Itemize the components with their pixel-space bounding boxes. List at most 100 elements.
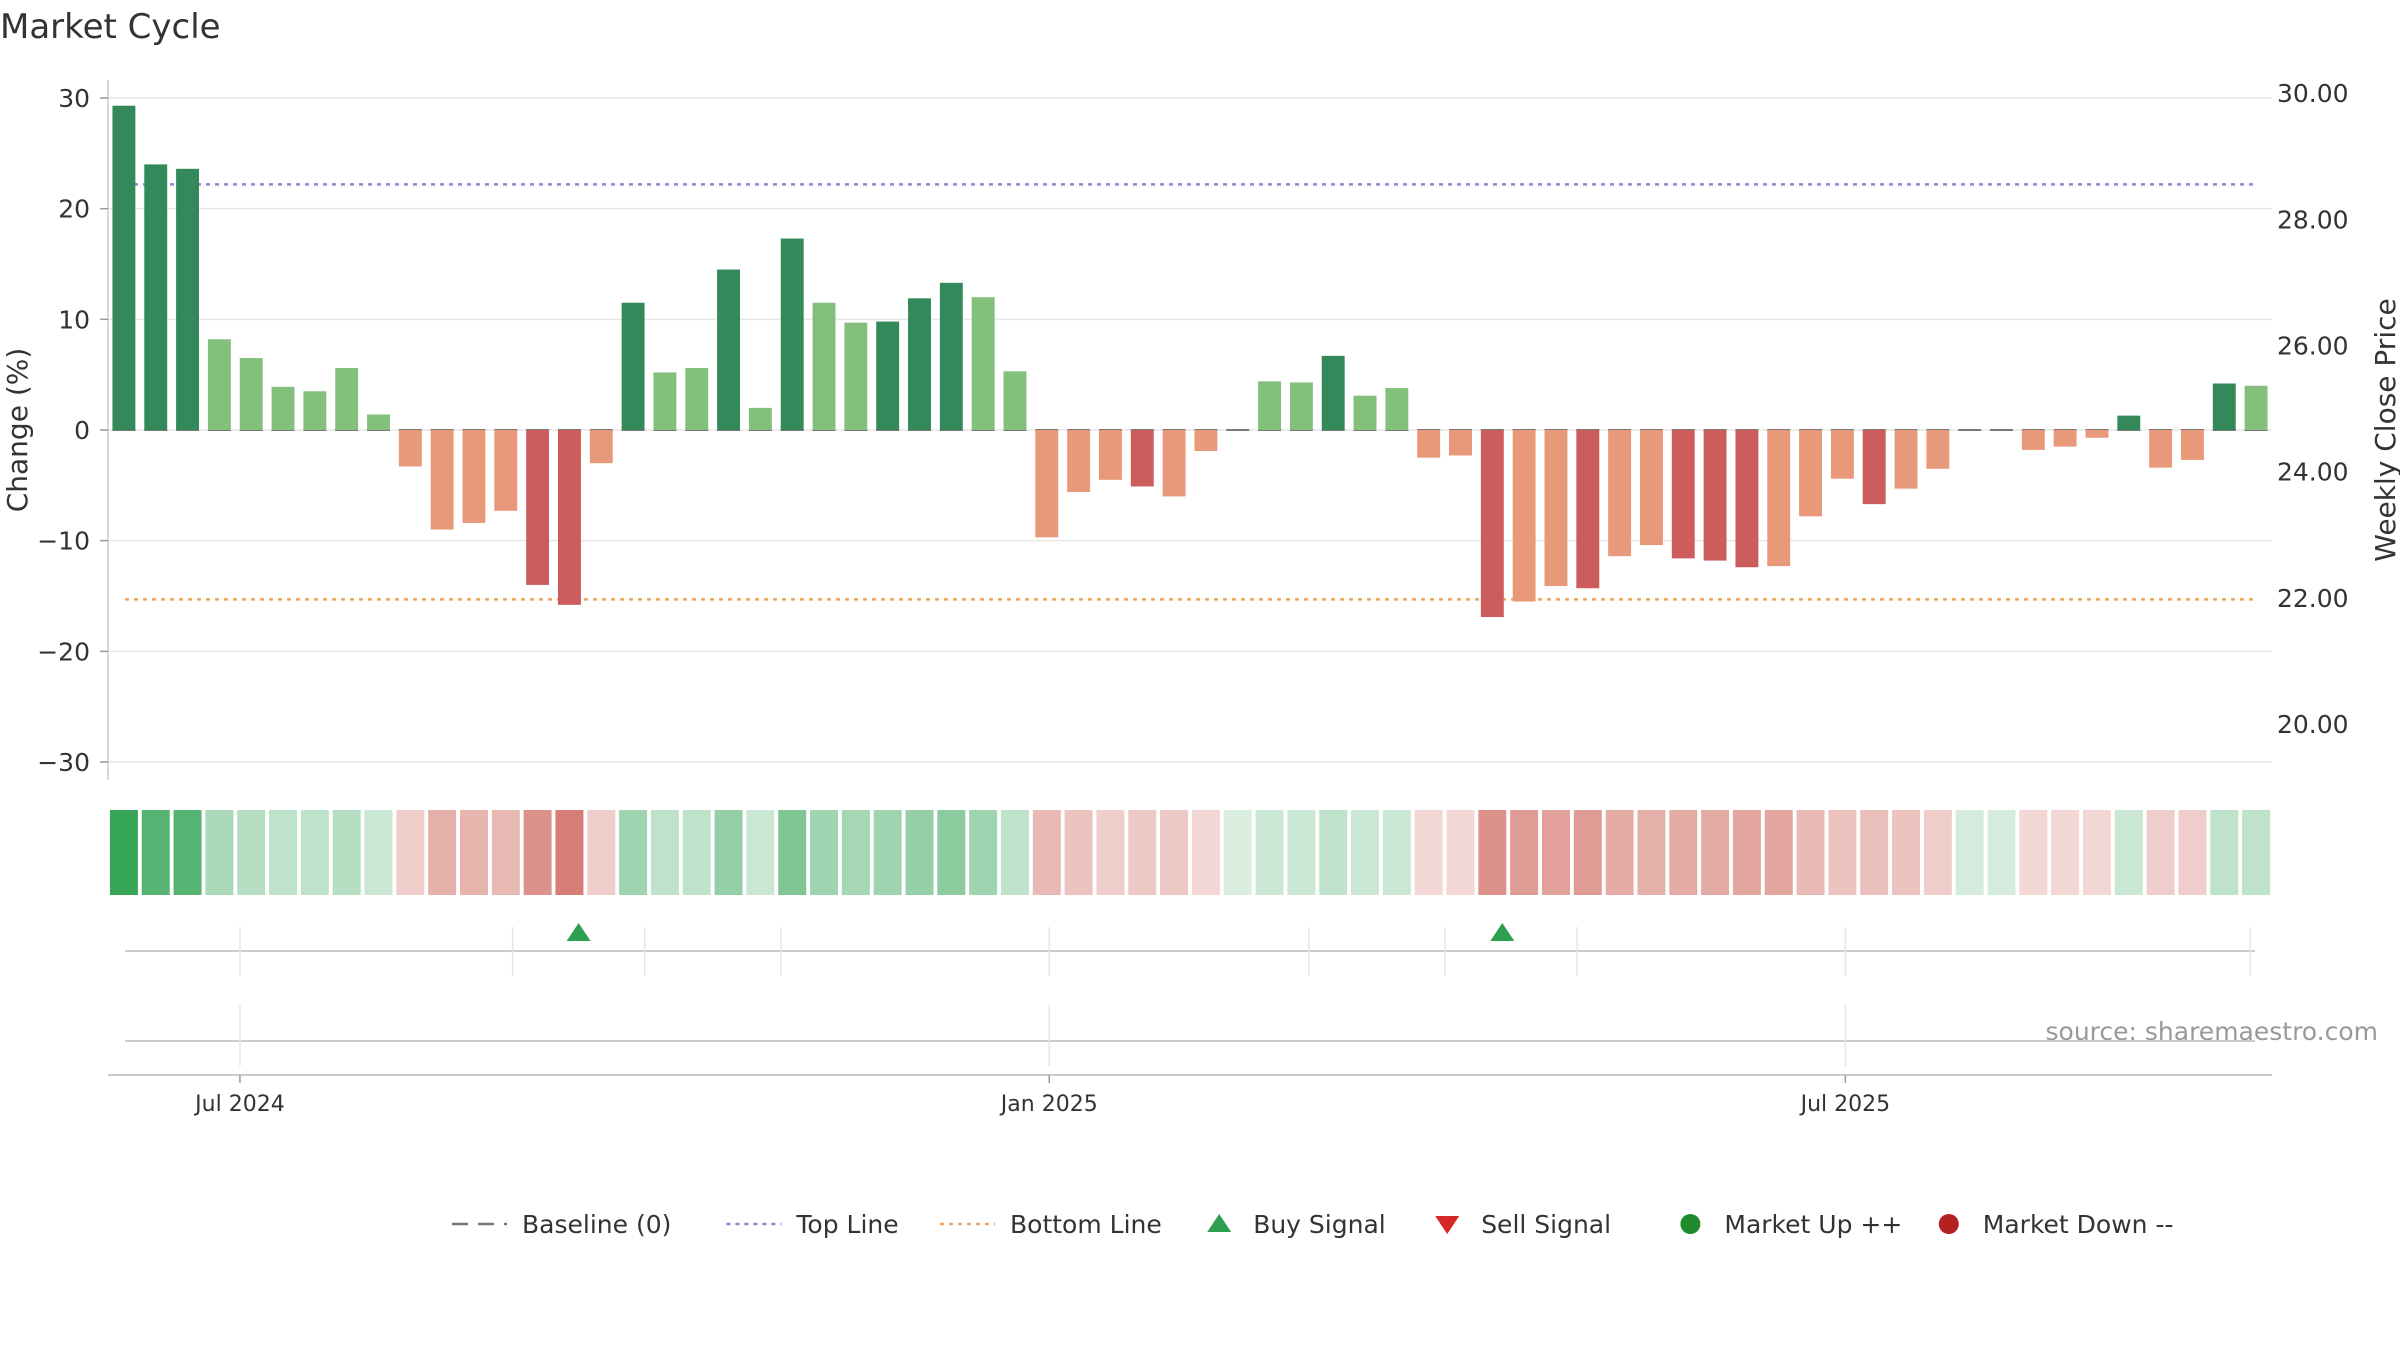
heat-cell — [491, 810, 520, 895]
legend-item-buy-signal: Buy Signal — [1207, 1210, 1386, 1239]
heat-cell — [1160, 810, 1189, 895]
bar — [1449, 430, 1472, 456]
y2-tick-label: 20.00 — [2277, 710, 2349, 739]
bar — [1576, 430, 1600, 589]
bar — [876, 321, 900, 430]
bars-layer — [112, 105, 2268, 618]
bar — [971, 297, 995, 430]
bar — [1194, 430, 1218, 452]
buy-signal-marker — [566, 923, 591, 941]
heat-cell — [1796, 810, 1825, 895]
bar — [430, 430, 454, 530]
bar — [1162, 430, 1186, 497]
heat-cell — [269, 810, 298, 895]
bar — [1639, 430, 1663, 546]
legend-item-market-up: Market Up ++ — [1680, 1210, 1902, 1239]
bar — [1862, 430, 1886, 505]
legend-swatch-triangle-down — [1435, 1216, 1460, 1234]
heat-cell — [746, 810, 775, 895]
heat-cell — [2146, 810, 2175, 895]
heat-cell — [1478, 810, 1507, 895]
legend-item-top-line: Top Line — [726, 1210, 899, 1239]
heat-cell — [1414, 810, 1443, 895]
y-axis-label-right: Weekly Close Price — [2369, 298, 2400, 561]
y-tick-label: 30 — [58, 84, 90, 113]
legend-item-market-down: Market Down -- — [1938, 1210, 2174, 1239]
heat-cell — [1764, 810, 1793, 895]
bar — [1385, 387, 1409, 430]
y2-tick-label: 24.00 — [2277, 458, 2349, 487]
bar — [908, 298, 931, 430]
legend-label: Top Line — [795, 1210, 898, 1239]
heat-cell — [1000, 810, 1029, 895]
heat-cell — [2242, 810, 2271, 895]
bar — [653, 372, 677, 430]
reference-lines — [112, 183, 2268, 601]
bar — [1608, 430, 1632, 557]
bar — [176, 168, 200, 430]
heat-cell — [1446, 810, 1475, 895]
heat-cell — [714, 810, 743, 895]
heat-cell — [396, 810, 425, 895]
bar — [335, 368, 359, 430]
y-tick-label: −10 — [37, 527, 90, 556]
bar — [717, 269, 741, 430]
legend-swatch-circle — [1680, 1214, 1701, 1234]
heat-cell — [1382, 810, 1411, 895]
bar — [748, 407, 772, 430]
x-axis: Jul 2024 Jan 2025 Jul 2025 — [108, 1074, 2272, 1117]
heat-cell — [650, 810, 679, 895]
legend-item-bottom-line: Bottom Line — [940, 1210, 1162, 1239]
bar — [1289, 382, 1313, 430]
heat-cell — [682, 810, 711, 895]
signal-panel — [125, 923, 2255, 1066]
bar — [1544, 430, 1568, 587]
bar — [1703, 430, 1727, 561]
bar — [462, 430, 486, 523]
heat-cell — [873, 810, 902, 895]
heat-cell — [1032, 810, 1061, 895]
y-tick-label: 20 — [58, 195, 90, 224]
bar — [1417, 430, 1441, 458]
heat-cell — [109, 810, 138, 895]
y-tick-label: 0 — [74, 416, 90, 445]
bar — [1830, 430, 1854, 479]
bar — [1735, 430, 1759, 568]
bar — [1130, 430, 1154, 487]
heat-cell — [1287, 810, 1316, 895]
heat-cell — [1669, 810, 1698, 895]
heat-cell — [1860, 810, 1889, 895]
bar — [2244, 385, 2268, 430]
legend: Baseline (0) Top Line Bottom Line Buy Signa… — [452, 1210, 2174, 1239]
bar — [621, 302, 645, 430]
bar — [1353, 395, 1377, 430]
y2-tick-label: 28.00 — [2277, 205, 2349, 234]
bar — [1894, 430, 1918, 489]
bar — [780, 238, 804, 430]
bar — [1321, 355, 1345, 430]
bar — [367, 414, 390, 430]
legend-item-sell-signal: Sell Signal — [1435, 1210, 1611, 1239]
heat-cell — [937, 810, 966, 895]
heat-cell — [300, 810, 329, 895]
heat-cell — [810, 810, 839, 895]
y-axis-right: 30.00 28.00 26.00 24.00 22.00 20.00 — [2277, 79, 2349, 739]
bar — [1926, 430, 1950, 469]
x-tick-label: Jan 2025 — [999, 1092, 1098, 1117]
heat-cell — [1573, 810, 1602, 895]
y-tick-label: 10 — [58, 305, 90, 334]
heat-cell — [1191, 810, 1220, 895]
heat-cell — [364, 810, 393, 895]
heat-cell — [1955, 810, 1984, 895]
bar — [1799, 430, 1823, 517]
heat-cell — [523, 810, 552, 895]
bar — [1035, 430, 1059, 538]
y2-tick-label: 22.00 — [2277, 584, 2349, 613]
heat-cell — [555, 810, 584, 895]
bar — [685, 368, 709, 430]
heat-cell — [459, 810, 488, 895]
bar — [2212, 383, 2236, 430]
heat-cell — [969, 810, 998, 895]
heat-cell — [1510, 810, 1539, 895]
